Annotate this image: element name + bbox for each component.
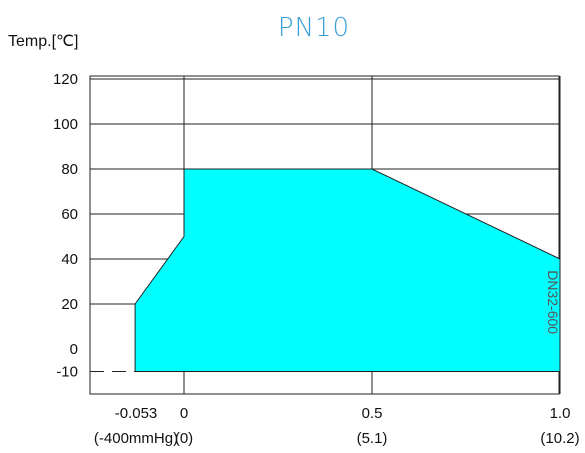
y-tick-label: 0: [70, 341, 78, 358]
x-tick-label: 0.5: [362, 405, 383, 422]
x-tick-label: 1.0: [550, 405, 571, 422]
x-tick-label: 0: [180, 405, 188, 422]
x-tick-sublabel: (0): [175, 430, 193, 447]
x-tick-sublabel: (-400mmHg): [94, 430, 178, 447]
x-tick-sublabel: (5.1): [357, 430, 388, 447]
y-tick-label: 120: [53, 71, 78, 88]
series-label: DN32-600: [545, 270, 561, 334]
y-axis-label: Temp.[℃]: [8, 33, 78, 50]
y-tick-label: -10: [56, 364, 78, 381]
y-tick-label: 100: [53, 116, 78, 133]
x-tick-label: -0.053: [115, 405, 158, 422]
y-tick-label: 20: [61, 296, 78, 313]
y-tick-label: 60: [61, 206, 78, 223]
plot-area: DN32-600 120 100 80 60 40 20 0 -10 -0.053 (-400mmH…: [53, 71, 580, 447]
series-area: [134, 168, 561, 372]
chart-title: PN10: [278, 13, 350, 43]
y-tick-label: 80: [61, 161, 78, 178]
y-tick-label: 40: [61, 251, 78, 268]
x-tick-sublabel: (10.2): [540, 430, 579, 447]
